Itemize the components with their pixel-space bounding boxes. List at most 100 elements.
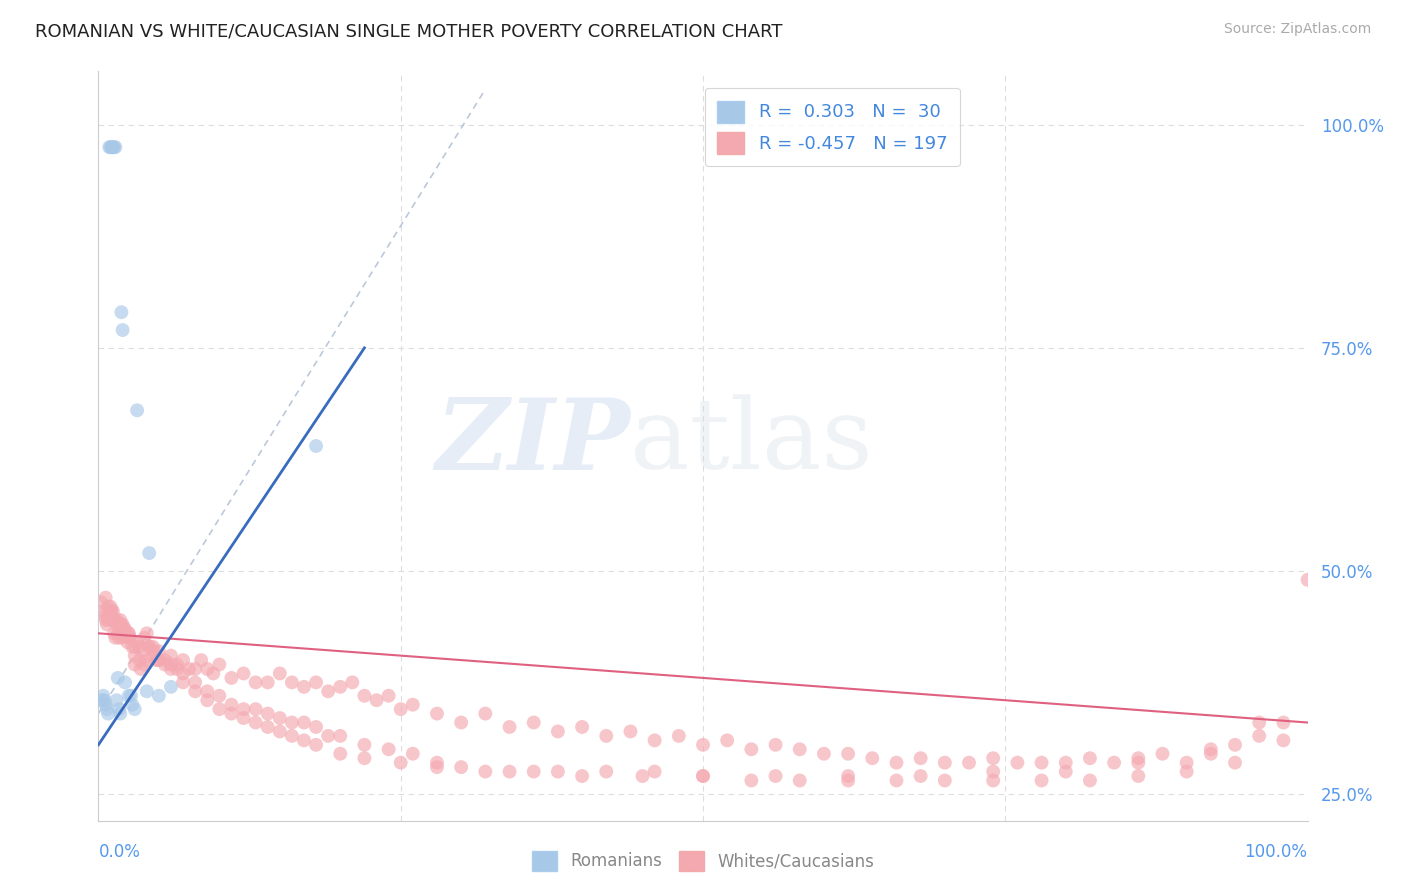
Point xyxy=(221,706,243,721)
Point xyxy=(108,631,131,645)
Point xyxy=(292,733,315,747)
Point xyxy=(1078,751,1101,765)
Point xyxy=(179,662,201,676)
Point xyxy=(142,640,165,654)
Point xyxy=(644,733,666,747)
Point xyxy=(1152,747,1174,761)
Point xyxy=(184,675,207,690)
Point xyxy=(1249,729,1271,743)
Point xyxy=(1054,764,1077,779)
Point xyxy=(97,599,120,614)
Point xyxy=(740,773,762,788)
Point xyxy=(107,671,129,685)
Point xyxy=(934,773,956,788)
Point xyxy=(100,599,122,614)
Point xyxy=(190,653,212,667)
Point xyxy=(1128,751,1150,765)
Point xyxy=(1007,756,1029,770)
Point xyxy=(114,626,136,640)
Point xyxy=(118,626,141,640)
Point xyxy=(256,675,278,690)
Point xyxy=(450,760,472,774)
Point xyxy=(426,760,449,774)
Point xyxy=(595,764,617,779)
Point xyxy=(305,720,328,734)
Point xyxy=(353,689,375,703)
Point xyxy=(1175,756,1198,770)
Point xyxy=(860,751,883,765)
Point xyxy=(138,546,160,560)
Point xyxy=(668,729,690,743)
Point xyxy=(377,742,399,756)
Point xyxy=(111,631,134,645)
Point xyxy=(389,756,412,770)
Point xyxy=(366,693,388,707)
Point xyxy=(571,769,593,783)
Point xyxy=(221,671,243,685)
Point xyxy=(91,693,114,707)
Point xyxy=(1175,764,1198,779)
Point xyxy=(1102,756,1125,770)
Point xyxy=(1223,738,1246,752)
Point xyxy=(101,613,124,627)
Point xyxy=(342,675,364,690)
Point xyxy=(474,706,496,721)
Point xyxy=(98,608,121,623)
Point xyxy=(765,769,787,783)
Point xyxy=(184,684,207,698)
Point xyxy=(245,675,267,690)
Point xyxy=(281,715,304,730)
Point xyxy=(426,756,449,770)
Point xyxy=(498,720,520,734)
Point xyxy=(134,657,156,672)
Point xyxy=(353,751,375,765)
Point xyxy=(93,608,115,623)
Point xyxy=(498,764,520,779)
Point xyxy=(269,724,291,739)
Point xyxy=(595,729,617,743)
Point xyxy=(98,140,121,154)
Point xyxy=(195,693,218,707)
Point xyxy=(100,608,122,623)
Point xyxy=(111,617,134,632)
Point xyxy=(837,747,859,761)
Point xyxy=(160,680,183,694)
Point xyxy=(101,604,124,618)
Point xyxy=(94,591,117,605)
Point xyxy=(208,702,231,716)
Point xyxy=(269,666,291,681)
Text: ROMANIAN VS WHITE/CAUCASIAN SINGLE MOTHER POVERTY CORRELATION CHART: ROMANIAN VS WHITE/CAUCASIAN SINGLE MOTHE… xyxy=(35,22,783,40)
Text: Source: ZipAtlas.com: Source: ZipAtlas.com xyxy=(1223,22,1371,37)
Point xyxy=(716,733,738,747)
Point xyxy=(91,689,114,703)
Point xyxy=(389,702,412,716)
Point xyxy=(108,706,131,721)
Point xyxy=(166,657,188,672)
Point xyxy=(1272,715,1295,730)
Point xyxy=(131,644,153,658)
Point xyxy=(100,604,122,618)
Point xyxy=(450,715,472,730)
Point xyxy=(153,653,176,667)
Point xyxy=(103,140,125,154)
Point xyxy=(1296,573,1319,587)
Point xyxy=(148,653,170,667)
Point xyxy=(128,640,150,654)
Point xyxy=(208,657,231,672)
Point xyxy=(148,653,170,667)
Point xyxy=(329,729,352,743)
Point xyxy=(105,613,128,627)
Point xyxy=(316,684,339,698)
Point xyxy=(103,626,125,640)
Point xyxy=(124,702,146,716)
Point xyxy=(1223,756,1246,770)
Point xyxy=(166,662,188,676)
Point xyxy=(121,698,143,712)
Point xyxy=(105,617,128,632)
Point xyxy=(981,751,1004,765)
Point xyxy=(145,653,167,667)
Point xyxy=(245,702,267,716)
Point xyxy=(1128,756,1150,770)
Point xyxy=(221,698,243,712)
Point xyxy=(94,613,117,627)
